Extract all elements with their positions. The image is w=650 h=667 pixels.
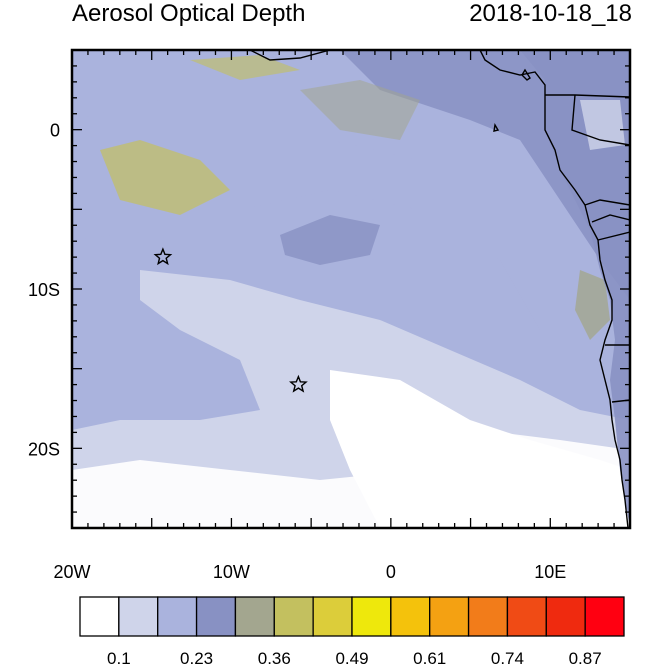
colorbar-swatch	[506, 596, 547, 637]
colorbar-label: 0.87	[569, 649, 602, 667]
map-title: Aerosol Optical Depth	[72, 0, 306, 27]
y-axis-labels: 0 10S 20S	[28, 121, 60, 460]
colorbar-swatch	[234, 596, 275, 637]
x-axis-labels: 20W 10W 0 10E	[53, 562, 566, 582]
coastlines	[249, 50, 630, 528]
star-marker-2	[288, 374, 308, 393]
colorbar-label: 0.23	[180, 649, 213, 667]
colorbar-swatch	[79, 596, 120, 637]
axis-ticks	[71, 49, 631, 529]
colorbar-swatch	[351, 596, 392, 637]
land-africa	[520, 50, 630, 528]
colorbar-swatch	[545, 596, 586, 637]
colorbar-label: 0.1	[107, 649, 131, 667]
colorbar-label: 0.49	[335, 649, 368, 667]
island-bioko	[521, 68, 531, 81]
colorbar-swatch	[195, 596, 237, 637]
x-tick-label: 10E	[534, 562, 566, 582]
coastline-north	[249, 50, 331, 61]
y-tick-label: 10S	[28, 280, 60, 300]
aod-band-north	[72, 50, 630, 300]
border-4	[591, 214, 630, 223]
colorbar-swatch	[118, 596, 159, 637]
colorbar-label: 0.36	[258, 649, 291, 667]
aod-yellow-west	[100, 140, 230, 215]
colorbar-swatch	[390, 596, 431, 637]
border-5	[597, 231, 630, 241]
colorbar-label: 0.61	[413, 649, 446, 667]
colorbar-swatch	[273, 596, 314, 637]
colorbar-swatch	[584, 596, 625, 637]
border-3	[584, 199, 630, 206]
coastline-africa	[479, 50, 629, 528]
colorbar-swatch	[157, 596, 198, 637]
aod-olive-coast	[575, 270, 610, 340]
aod-patch-dark	[280, 215, 380, 265]
island-sao-tome	[493, 123, 500, 132]
aod-yellow-top	[190, 55, 300, 80]
markers	[153, 247, 308, 393]
colorbar-label: 0.74	[491, 649, 524, 667]
aod-white-plume	[330, 370, 630, 528]
aod-olive-north	[300, 80, 420, 140]
x-tick-label: 10W	[213, 562, 250, 582]
aod-field	[72, 50, 630, 528]
map-datetime: 2018-10-18_18	[469, 0, 632, 27]
x-tick-label: 20W	[53, 562, 90, 582]
colorbar-swatch	[429, 596, 470, 637]
x-tick-label: 0	[386, 562, 396, 582]
star-marker-1	[153, 247, 173, 266]
colorbar: 0.1 0.23 0.36 0.49 0.61 0.74 0.87	[79, 596, 625, 667]
colorbar-swatch	[467, 596, 509, 637]
border-2	[571, 94, 630, 146]
y-tick-label: 20S	[28, 439, 60, 459]
colorbar-swatch	[312, 596, 353, 637]
y-tick-label: 0	[50, 121, 60, 141]
